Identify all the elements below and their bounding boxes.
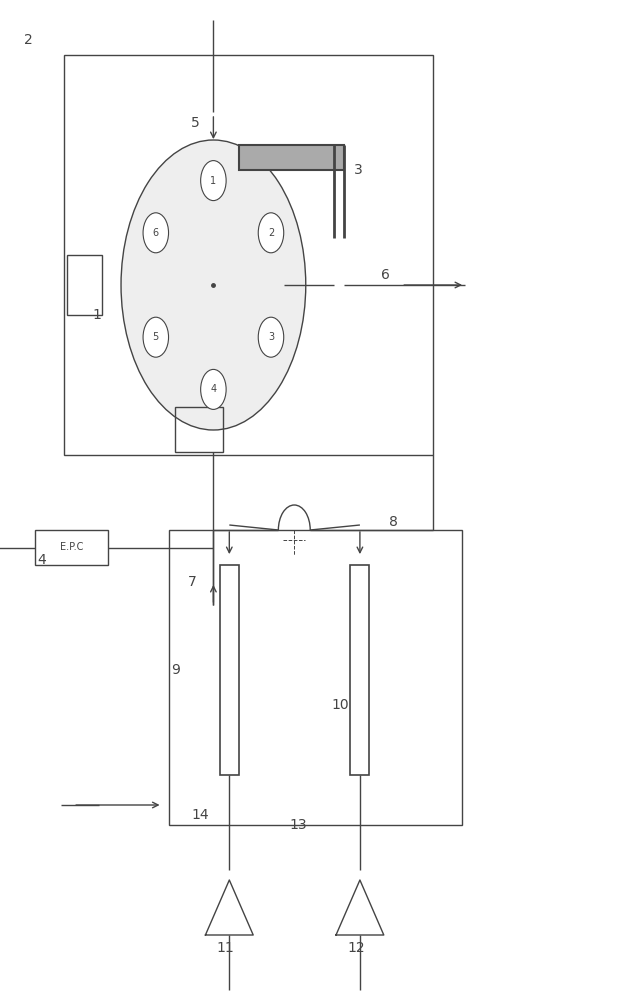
Text: 7: 7 <box>188 575 197 589</box>
Text: 13: 13 <box>290 818 308 832</box>
Bar <box>220 565 239 775</box>
Circle shape <box>121 140 306 430</box>
Text: 3: 3 <box>268 332 274 342</box>
Bar <box>169 530 462 825</box>
Circle shape <box>258 317 283 357</box>
Bar <box>239 145 344 170</box>
Text: 6: 6 <box>153 228 159 238</box>
Text: 5: 5 <box>191 116 200 130</box>
Text: 1: 1 <box>92 308 101 322</box>
Text: 4: 4 <box>210 384 217 394</box>
Text: 2: 2 <box>24 33 33 47</box>
Text: 6: 6 <box>381 268 390 282</box>
Bar <box>64 55 433 455</box>
Text: 5: 5 <box>153 332 159 342</box>
Circle shape <box>201 161 226 201</box>
Text: 3: 3 <box>354 163 362 177</box>
Circle shape <box>143 317 169 357</box>
Text: 10: 10 <box>331 698 349 712</box>
Circle shape <box>143 213 169 253</box>
Text: 8: 8 <box>389 515 397 529</box>
Text: 1: 1 <box>210 176 217 186</box>
Bar <box>67 255 102 315</box>
Circle shape <box>258 213 283 253</box>
Text: 4: 4 <box>37 553 46 567</box>
Text: 12: 12 <box>347 941 365 955</box>
Text: 14: 14 <box>191 808 209 822</box>
Bar <box>175 407 223 452</box>
Bar <box>35 530 108 565</box>
Text: E.P.C: E.P.C <box>60 542 83 552</box>
Bar <box>350 565 369 775</box>
Text: 11: 11 <box>217 941 234 955</box>
Circle shape <box>201 369 226 409</box>
Text: 9: 9 <box>171 663 180 677</box>
Text: 2: 2 <box>268 228 274 238</box>
